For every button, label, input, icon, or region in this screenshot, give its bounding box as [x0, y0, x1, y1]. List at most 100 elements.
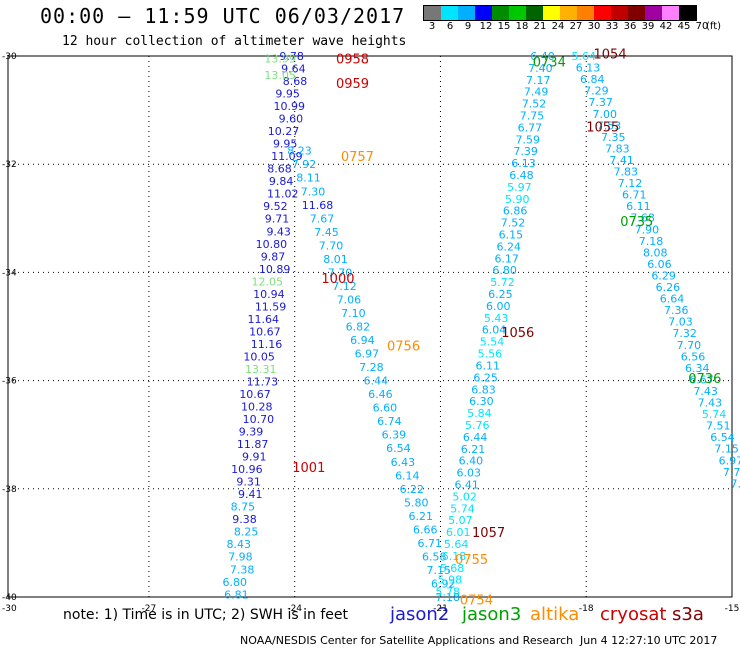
colorbar-swatch [526, 6, 543, 20]
wave-height-value: 5.78 [435, 586, 460, 599]
wave-height-value: 7.41 [609, 154, 634, 167]
wave-height-value: 9.95 [273, 138, 298, 151]
lon-tick-label: -15 [725, 604, 740, 614]
colorbar-swatch [577, 6, 594, 20]
wave-height-value: 7.67 [310, 212, 335, 225]
wave-height-value: 11.09 [271, 150, 303, 163]
wave-height-value: 7.28 [359, 361, 384, 374]
wave-height-value: 5.76 [465, 419, 490, 432]
wave-height-value: 13.99 [264, 53, 296, 66]
colorbar-swatch [662, 6, 679, 20]
wave-height-value: 9.39 [239, 426, 264, 439]
wave-height-value: 9.64 [281, 63, 306, 76]
lon-tick-label: -21 [433, 604, 448, 614]
wave-height-value: 7.83 [605, 142, 630, 155]
wave-height-value: 6.03 [457, 467, 482, 480]
wave-height-value: 6.11 [626, 200, 651, 213]
wave-height-value: 7.17 [526, 74, 551, 87]
satellite-legend-cryosat: cryosat [600, 604, 667, 625]
colorbar-label: 42 [659, 21, 673, 32]
wave-height-value: 13.31 [245, 363, 277, 376]
wave-height-value: 6.29 [651, 269, 676, 282]
wave-height-value: 10.27 [268, 125, 300, 138]
wave-height-value: 6.24 [497, 240, 522, 253]
wave-height-value: 6.06 [647, 258, 672, 271]
wave-height-value: 6.67 [689, 373, 714, 386]
colorbar-label: 3 [428, 21, 436, 32]
wave-height-value: 5.07 [448, 514, 473, 527]
wave-height-value: 7.51 [706, 420, 731, 433]
wave-height-value: 10.94 [253, 288, 285, 301]
wave-height-value: 7.59 [516, 133, 541, 146]
wave-height-value: 5.97 [507, 181, 532, 194]
wave-height-value: 10.28 [241, 401, 273, 414]
wave-height-value: 7.43 [698, 397, 723, 410]
wave-height-value: 6.01 [446, 526, 471, 539]
wave-height-value: 7.12 [618, 177, 643, 190]
wave-height-value: 13.05 [264, 69, 296, 82]
pass-time-label: 1056 [501, 326, 534, 341]
wave-height-value: 10.99 [274, 100, 306, 113]
lon-tick-label: -24 [287, 604, 302, 614]
wave-height-value: 6.80 [222, 576, 247, 589]
pass-time-label: 0757 [341, 150, 374, 165]
wave-height-value: 6.14 [395, 469, 420, 482]
wave-height-value: 6.21 [409, 510, 434, 523]
wave-height-value: 6.46 [368, 388, 393, 401]
pass-time-label: 1000 [321, 272, 354, 287]
wave-height-value: 7.15 [714, 443, 739, 456]
wave-height-value: 11.02 [267, 188, 299, 201]
wave-height-value: 5.43 [484, 312, 509, 325]
wave-height-value: 6.81 [224, 588, 249, 601]
wave-height-value: 9.43 [266, 225, 291, 238]
wave-height-value: 5.54 [480, 336, 505, 349]
wave-height-value: 6.18 [442, 550, 467, 563]
wave-height-value: 7.40 [528, 62, 553, 75]
wave-height-value: 9.78 [279, 50, 304, 63]
page-subtitle: 12 hour collection of altimeter wave hei… [62, 34, 407, 49]
wave-height-value: 7.45 [314, 226, 339, 239]
wave-height-value: 7.00 [593, 108, 618, 121]
wave-height-value: 11.87 [237, 438, 269, 451]
colorbar-swatch [628, 6, 645, 20]
wave-height-value: 11.59 [255, 300, 287, 313]
wave-height-value: 7.38 [230, 563, 255, 576]
lat-tick-label: -30 [2, 52, 17, 62]
footer-timestamp: Jun 4 12:27:10 UTC 2017 [580, 634, 718, 647]
wave-height-value: 6.92 [431, 577, 456, 590]
wave-height-value: 5.84 [467, 407, 492, 420]
wave-height-value: 6.44 [364, 375, 389, 388]
pass-time-label: 1001 [292, 461, 325, 476]
colorbar-label: 9 [464, 21, 472, 32]
satellite-legend-jason2: jason2 [390, 604, 450, 625]
wave-height-value: 11.64 [247, 313, 279, 326]
colorbar-swatch [509, 6, 526, 20]
pass-time-label: 1055 [586, 120, 619, 135]
wave-height-value: 6.13 [576, 62, 601, 75]
lon-tick-label: -30 [2, 604, 17, 614]
wave-height-value: 6.26 [656, 281, 681, 294]
colorbar-label: 70 [695, 21, 709, 32]
wave-height-value: 5.80 [404, 496, 429, 509]
wave-height-value: 7.30 [301, 185, 326, 198]
wave-height-value: 5.64 [444, 538, 469, 551]
pass-time-label: 0736 [688, 372, 721, 387]
wave-height-value: 7.52 [522, 98, 547, 111]
wave-height-value: 10.70 [243, 413, 275, 426]
wave-height-value: 6.74 [377, 415, 402, 428]
wave-height-value: 9.38 [232, 513, 257, 526]
wave-height-value: 7.15 [427, 564, 452, 577]
pass-time-label: 0735 [620, 215, 653, 230]
wave-height-value: 6.41 [454, 478, 479, 491]
wave-height-value: 5.64 [572, 50, 597, 63]
wave-height-value: 6.58 [422, 550, 447, 563]
wave-height-value: 6.71 [418, 537, 443, 550]
wave-height-value: 7.53 [597, 119, 622, 132]
colorbar-label: 39 [641, 21, 655, 32]
pass-time-label: 0756 [387, 339, 420, 354]
wave-height-value: 6.56 [681, 350, 706, 363]
wave-height-value: 9.52 [263, 200, 288, 213]
wave-height-value: 10.89 [259, 263, 291, 276]
colorbar-label: 24 [551, 21, 565, 32]
